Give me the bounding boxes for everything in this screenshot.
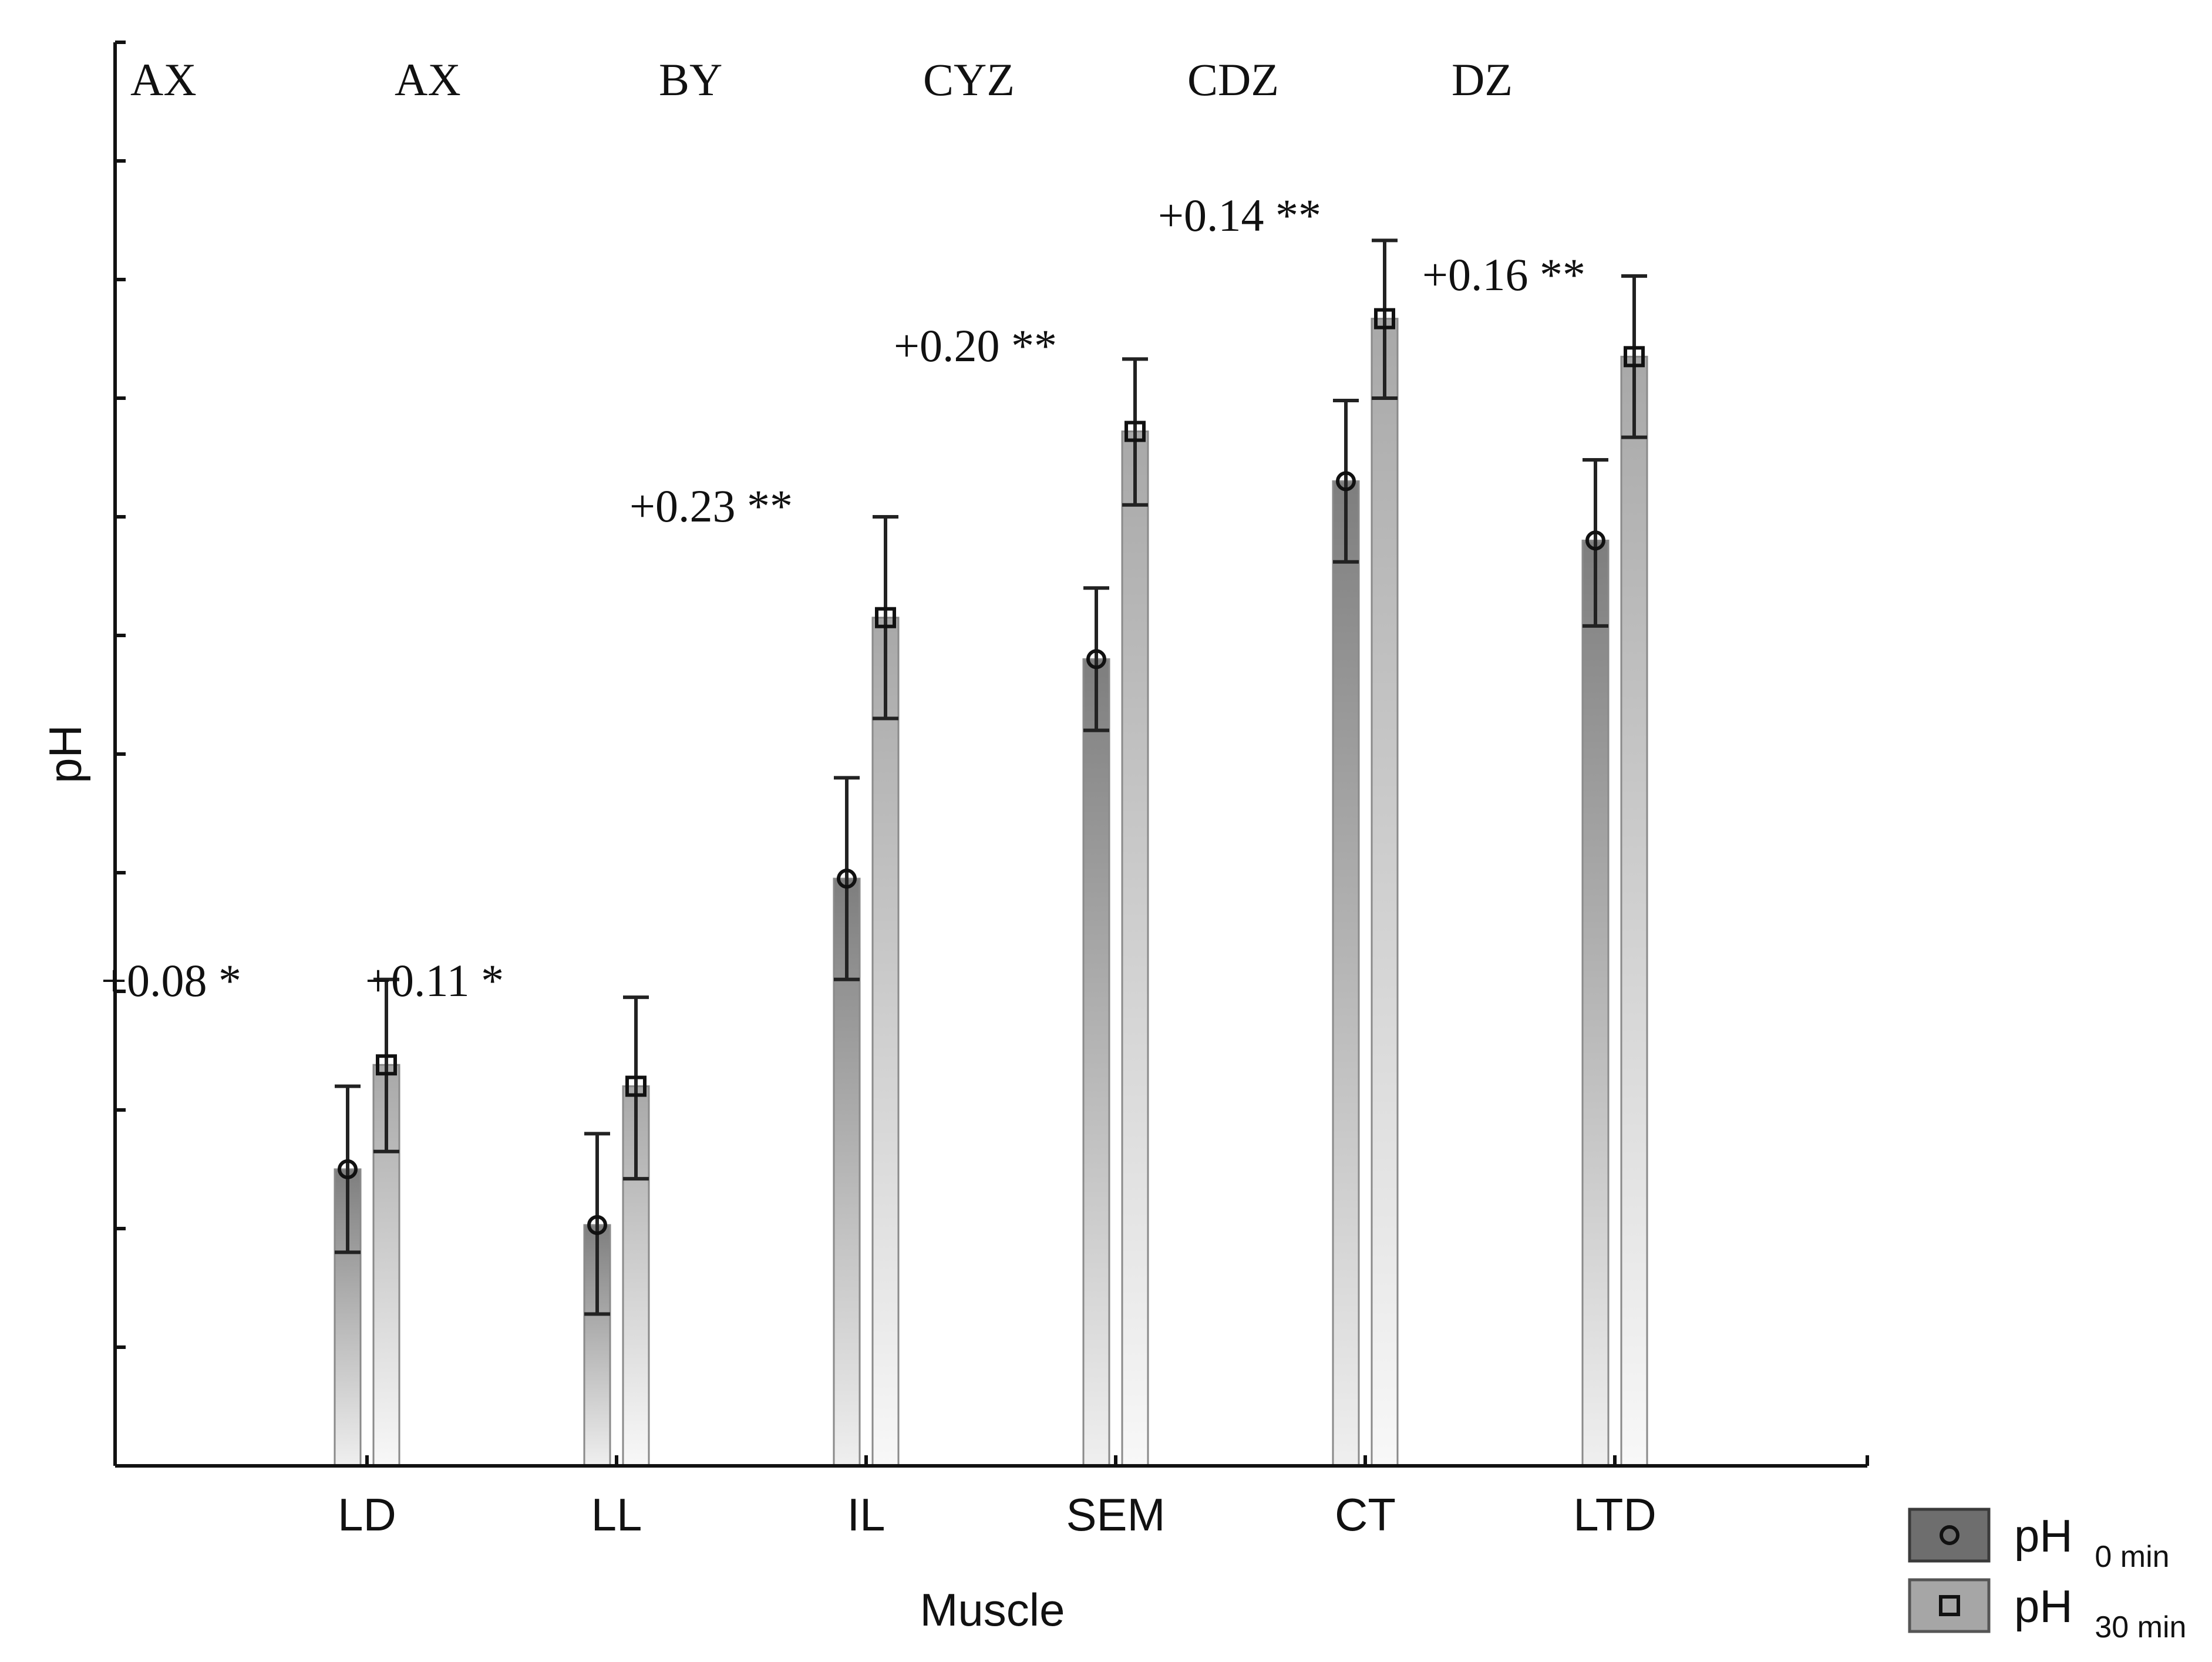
- error-bar-sem-0min: [1083, 586, 1109, 732]
- bar-sem-0min: [1082, 658, 1110, 1467]
- legend-label-ph: pH: [2014, 1580, 2073, 1632]
- x-tick-label-il: IL: [847, 1489, 885, 1540]
- bars-layer: [334, 318, 1648, 1467]
- square-marker-icon: [1939, 1595, 1960, 1616]
- y-ticks: [115, 41, 126, 1349]
- legend-item-ph-0min: pH 0 min: [1908, 1508, 2170, 1574]
- legend-label-ph: pH: [2014, 1510, 2073, 1562]
- legend-item-ph-30min: pH 30 min: [1908, 1578, 2186, 1644]
- point-sem-30min: [1124, 420, 1146, 442]
- point-ltd-0min: [1585, 530, 1605, 551]
- legend-label-main: pH 30 min: [2014, 1580, 2186, 1644]
- bar-ct-30min: [1371, 318, 1399, 1467]
- legend-label-sub: 0 min: [2095, 1540, 2169, 1574]
- legend-swatch-dark: [1908, 1508, 1991, 1563]
- error-bar-il-30min: [873, 515, 898, 721]
- group-letter: DZ: [1452, 54, 1513, 105]
- group-letter: CYZ: [923, 54, 1015, 105]
- point-ld-30min: [376, 1054, 397, 1076]
- point-il-0min: [837, 869, 857, 889]
- bar-ct-0min: [1332, 480, 1360, 1467]
- error-bar-ld-0min: [335, 1084, 361, 1254]
- annotations: +0.08 * +0.11 * +0.23 ** +0.20 ** +0.14 ** +0…: [101, 190, 1585, 1006]
- x-tick-label-ll: LL: [591, 1489, 642, 1540]
- error-bar-il-0min: [834, 776, 860, 981]
- error-bars-layer: [335, 238, 1647, 1316]
- annotation-label: +0.08 *: [101, 955, 241, 1006]
- error-bar-ld-30min: [373, 977, 399, 1153]
- point-ll-0min: [587, 1214, 607, 1235]
- point-ct-0min: [1336, 471, 1356, 492]
- legend-label-main: pH 0 min: [2014, 1510, 2170, 1574]
- legend: pH 0 min pH 30 min: [1908, 1508, 2186, 1644]
- group-letter: CDZ: [1187, 54, 1279, 105]
- group-letter: AX: [395, 54, 461, 105]
- group-letter: AX: [130, 54, 197, 105]
- annotation-label: +0.20 **: [894, 320, 1057, 371]
- annotation-label: +0.11 *: [365, 955, 504, 1006]
- legend-label-sub: 30 min: [2095, 1610, 2186, 1644]
- x-tick-label-ld: LD: [338, 1489, 396, 1540]
- x-tick-labels: LD LL IL SEM CT LTD: [338, 1489, 1657, 1540]
- x-axis-title: Muscle: [920, 1584, 1065, 1636]
- x-tick-label-ct: CT: [1335, 1489, 1396, 1540]
- bar-ltd-0min: [1581, 539, 1610, 1467]
- point-ll-30min: [625, 1075, 647, 1097]
- annotation-label: +0.16 **: [1422, 249, 1585, 300]
- x-tick-label-sem: SEM: [1066, 1489, 1165, 1540]
- point-il-30min: [875, 607, 896, 628]
- bar-ll-30min: [622, 1085, 650, 1467]
- bar-ltd-30min: [1620, 355, 1648, 1467]
- error-bar-ltd-30min: [1621, 274, 1647, 439]
- circle-marker-icon: [1940, 1525, 1960, 1545]
- error-bar-ct-30min: [1372, 238, 1398, 400]
- bar-sem-30min: [1121, 430, 1149, 1467]
- bar-il-30min: [871, 617, 900, 1467]
- point-sem-0min: [1086, 649, 1106, 669]
- error-bar-ltd-0min: [1583, 458, 1608, 628]
- markers-layer: [338, 308, 1645, 1235]
- error-bar-ct-0min: [1333, 399, 1359, 564]
- annotation-label: +0.23 **: [629, 480, 793, 531]
- y-axis-title: pH: [39, 725, 91, 783]
- x-ticks: [365, 1455, 1869, 1466]
- group-letter: BY: [659, 54, 722, 105]
- point-ld-0min: [338, 1159, 358, 1179]
- x-tick-label-ltd: LTD: [1573, 1489, 1657, 1540]
- legend-swatch-light: [1908, 1578, 1991, 1633]
- point-ct-30min: [1374, 308, 1395, 329]
- error-bar-ll-30min: [623, 995, 649, 1181]
- error-bar-ll-0min: [584, 1132, 610, 1316]
- group-letters: AX AX BY CYZ CDZ DZ: [130, 54, 1513, 105]
- annotation-label: +0.14 **: [1158, 190, 1321, 241]
- error-bar-sem-30min: [1122, 357, 1148, 507]
- point-ltd-30min: [1624, 346, 1645, 368]
